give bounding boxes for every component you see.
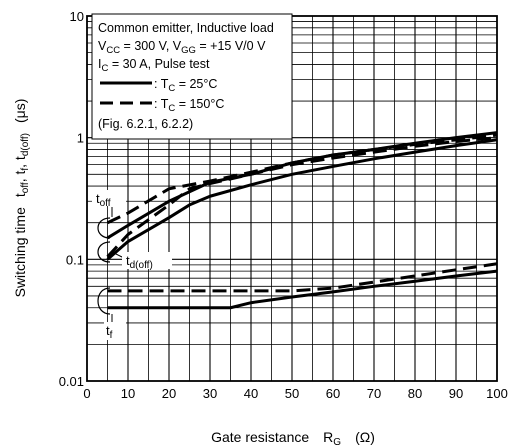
- legend-line-2: VCC = 300 V, VGG = +15 V/0 V: [98, 39, 266, 56]
- x-tick-label: 10: [121, 386, 135, 401]
- series-tdoff-150c: [106, 136, 498, 258]
- annotation-toff: toff: [96, 191, 111, 209]
- x-axis-label: Gate resistance RG (Ω): [211, 429, 375, 448]
- y-axis-label: Switching timetoff, tf, td(off)(μs): [12, 99, 31, 298]
- x-tick-label: 100: [486, 386, 508, 401]
- toff-bracket: [97, 217, 111, 239]
- x-tick-label: 60: [326, 386, 340, 401]
- tf-bracket: [97, 287, 111, 315]
- curve-annotations: toff td(off) tf: [92, 190, 172, 341]
- x-tick-label: 50: [285, 386, 299, 401]
- legend-line-6: (Fig. 6.2.1, 6.2.2): [98, 117, 193, 131]
- series-tdoff-25c: [106, 138, 498, 261]
- x-tick-label: 0: [83, 386, 90, 401]
- legend-line-1: Common emitter, Inductive load: [98, 21, 274, 35]
- data-curves: [106, 131, 498, 310]
- x-tick-label: 40: [244, 386, 258, 401]
- legend-entry-25c: : TC = 25°C: [154, 77, 217, 94]
- annotation-tdoff: td(off): [126, 253, 153, 271]
- x-tick-label: 30: [203, 386, 217, 401]
- tdoff-bracket: [97, 241, 111, 263]
- legend-box: [91, 13, 293, 140]
- series-toff-150c: [106, 133, 498, 225]
- legend-line-3: IC = 30 A, Pulse test: [98, 57, 210, 74]
- series-tf-25c: [107, 269, 498, 310]
- legend: Common emitter, Inductive load VCC = 300…: [91, 13, 293, 140]
- x-tick-label: 90: [449, 386, 463, 401]
- x-tick-label: 20: [162, 386, 176, 401]
- y-tick-labels: 0.01 0.1 1 10: [59, 9, 84, 389]
- annotation-tf: tf: [106, 323, 113, 341]
- y-tick-label: 1: [77, 131, 84, 146]
- y-tick-label: 0.01: [59, 374, 84, 389]
- y-tick-label: 10: [70, 9, 84, 24]
- y-tick-label: 0.1: [66, 252, 84, 267]
- legend-entry-150c: : TC = 150°C: [154, 97, 224, 114]
- x-tick-label: 80: [408, 386, 422, 401]
- series-tf-150c: [107, 262, 498, 293]
- x-tick-labels: 0 10 20 30 40 50 60 70 80 90 100: [83, 386, 507, 401]
- x-tick-label: 70: [367, 386, 381, 401]
